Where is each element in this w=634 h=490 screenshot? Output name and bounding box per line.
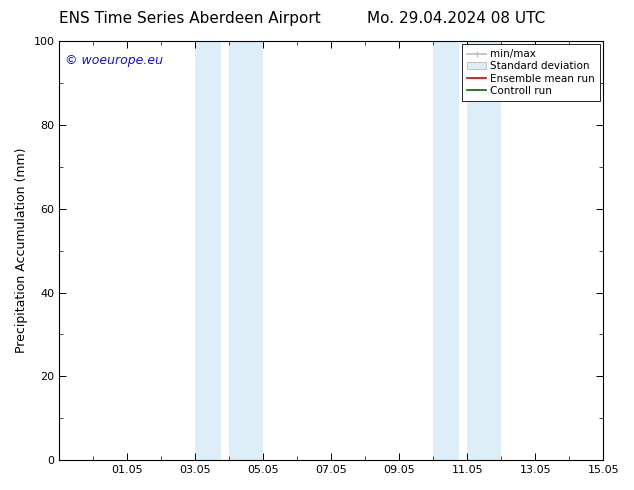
Text: Mo. 29.04.2024 08 UTC: Mo. 29.04.2024 08 UTC xyxy=(367,11,546,26)
Y-axis label: Precipitation Accumulation (mm): Precipitation Accumulation (mm) xyxy=(15,148,28,353)
Bar xyxy=(467,41,501,460)
Bar xyxy=(230,41,263,460)
Text: ENS Time Series Aberdeen Airport: ENS Time Series Aberdeen Airport xyxy=(60,11,321,26)
Bar xyxy=(433,41,459,460)
Legend: min/max, Standard deviation, Ensemble mean run, Controll run: min/max, Standard deviation, Ensemble me… xyxy=(462,44,600,101)
Bar xyxy=(195,41,221,460)
Text: © woeurope.eu: © woeurope.eu xyxy=(65,53,163,67)
